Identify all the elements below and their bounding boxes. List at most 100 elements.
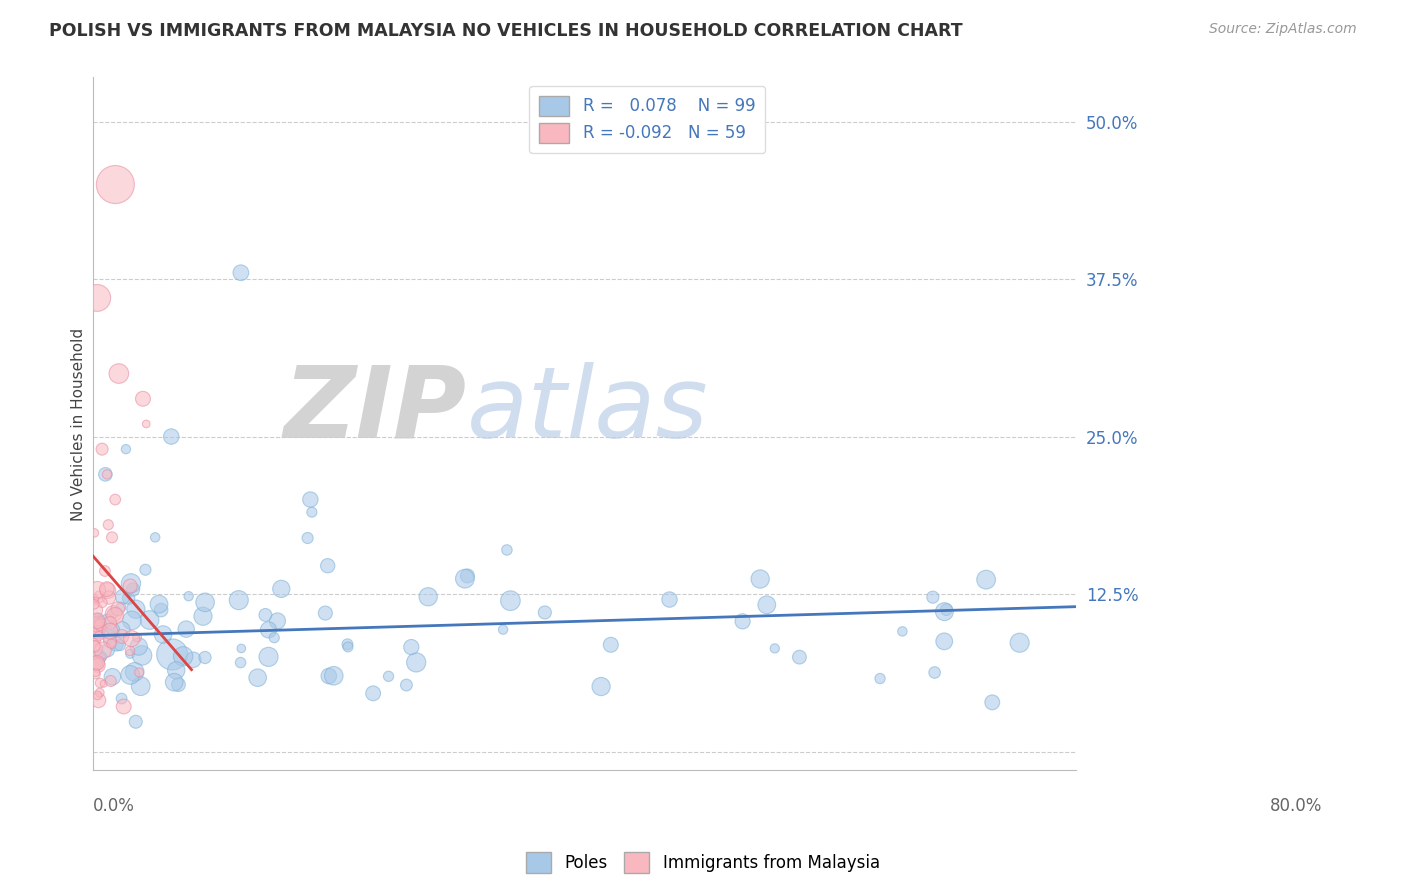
Point <box>107 601 129 615</box>
Point <box>401 640 423 654</box>
Point <box>194 650 217 665</box>
Text: 0.0%: 0.0% <box>93 797 135 814</box>
Point <box>91 643 114 657</box>
Point <box>749 572 772 586</box>
Point <box>591 680 613 694</box>
Legend: Poles, Immigrants from Malaysia: Poles, Immigrants from Malaysia <box>519 846 887 880</box>
Point <box>167 678 190 692</box>
Y-axis label: No Vehicles in Household: No Vehicles in Household <box>72 327 86 521</box>
Point <box>87 693 110 707</box>
Point <box>755 598 778 612</box>
Point <box>125 714 148 729</box>
Point <box>86 582 108 597</box>
Point <box>112 699 135 714</box>
Point <box>891 624 914 639</box>
Point <box>103 606 125 620</box>
Point <box>111 590 134 604</box>
Point <box>257 649 280 664</box>
Point <box>128 665 150 680</box>
Point <box>97 583 120 598</box>
Point <box>924 665 946 680</box>
Point <box>122 582 145 597</box>
Point <box>934 605 956 619</box>
Point <box>83 640 105 654</box>
Point <box>89 590 111 604</box>
Point <box>83 525 105 540</box>
Point <box>89 685 111 699</box>
Point <box>361 686 384 700</box>
Point <box>121 614 143 628</box>
Point <box>87 658 110 673</box>
Point <box>91 442 114 457</box>
Point <box>86 624 108 638</box>
Point <box>336 640 359 654</box>
Point <box>231 641 253 656</box>
Text: Source: ZipAtlas.com: Source: ZipAtlas.com <box>1209 22 1357 37</box>
Point <box>97 517 120 532</box>
Point <box>456 569 478 583</box>
Point <box>120 668 142 682</box>
Point <box>89 676 111 690</box>
Point <box>143 530 166 544</box>
Point <box>254 607 277 622</box>
Point <box>87 611 110 625</box>
Point <box>152 627 174 641</box>
Point <box>377 669 399 683</box>
Point <box>96 467 118 482</box>
Point <box>135 417 157 431</box>
Point <box>229 266 252 280</box>
Point <box>299 492 322 507</box>
Point <box>94 564 117 578</box>
Legend: R =   0.078    N = 99, R = -0.092   N = 59: R = 0.078 N = 99, R = -0.092 N = 59 <box>529 86 765 153</box>
Point <box>104 608 127 623</box>
Point <box>89 617 111 632</box>
Point <box>83 617 105 632</box>
Point <box>86 624 108 639</box>
Point <box>174 622 197 636</box>
Point <box>454 572 477 586</box>
Point <box>322 669 344 683</box>
Point <box>229 656 252 670</box>
Point <box>108 367 131 381</box>
Point <box>84 621 107 635</box>
Point <box>83 598 105 612</box>
Point <box>658 592 681 607</box>
Point <box>98 630 121 644</box>
Point <box>172 649 194 664</box>
Point <box>98 615 121 630</box>
Point <box>91 649 114 664</box>
Point <box>96 582 118 596</box>
Point <box>134 563 156 577</box>
Point <box>83 657 105 671</box>
Point <box>117 591 139 606</box>
Text: atlas: atlas <box>467 361 709 458</box>
Point <box>84 667 107 681</box>
Point <box>121 632 143 646</box>
Point <box>94 467 117 482</box>
Point <box>257 623 280 637</box>
Point <box>177 589 200 603</box>
Point <box>83 591 105 606</box>
Point <box>599 638 621 652</box>
Point <box>104 178 127 192</box>
Point <box>129 679 152 693</box>
Point <box>128 640 150 654</box>
Point <box>83 632 105 646</box>
Point <box>110 600 132 615</box>
Point <box>84 665 107 680</box>
Point <box>974 573 997 587</box>
Point <box>108 638 131 652</box>
Point <box>100 637 122 651</box>
Point <box>314 606 336 620</box>
Point <box>86 656 108 670</box>
Point <box>499 593 522 607</box>
Point <box>86 614 108 628</box>
Point <box>86 689 108 703</box>
Text: 80.0%: 80.0% <box>1270 797 1322 814</box>
Point <box>191 609 214 624</box>
Point <box>98 634 121 648</box>
Point <box>789 650 811 665</box>
Point <box>111 623 134 637</box>
Point <box>131 648 153 663</box>
Point <box>921 590 943 604</box>
